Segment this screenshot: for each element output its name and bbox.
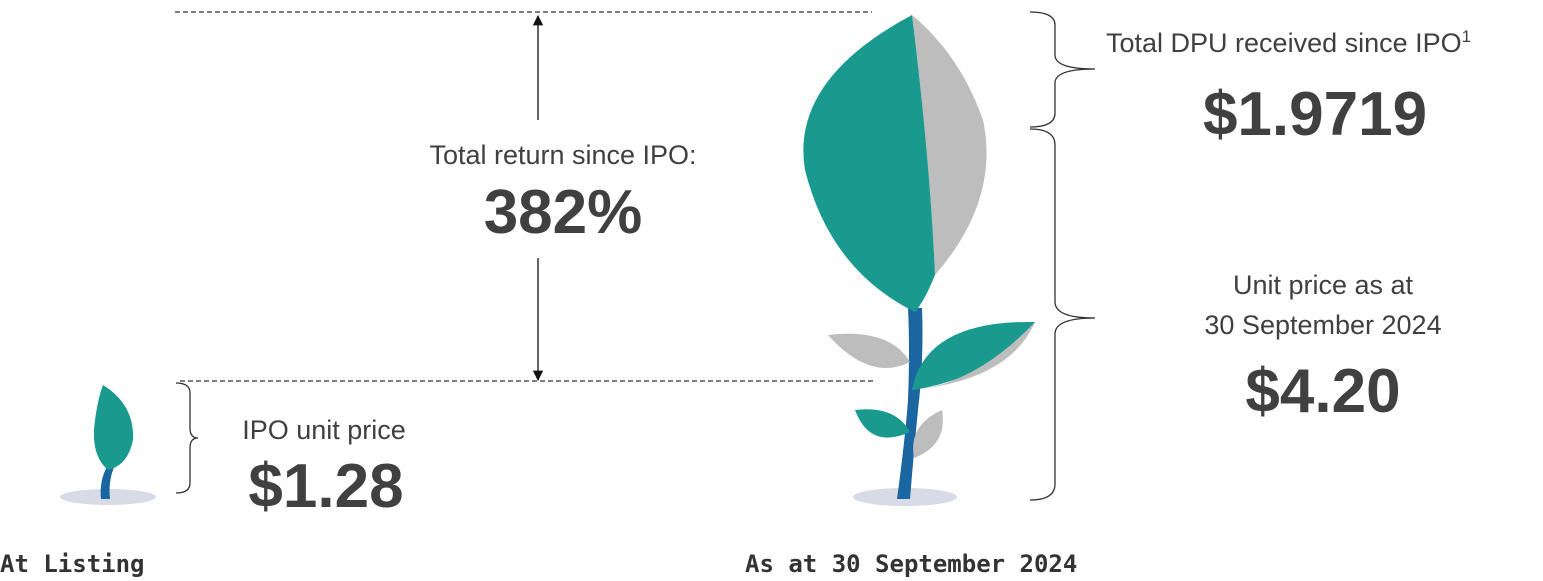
dpu-label: Total DPU received since IPO1 bbox=[1106, 27, 1471, 58]
price-label: 30 September 2024 bbox=[1204, 310, 1441, 340]
brace bbox=[1029, 128, 1096, 501]
leaf bbox=[828, 333, 910, 368]
leaf bbox=[93, 385, 134, 470]
dpu-value: $1.9719 bbox=[1203, 80, 1427, 149]
leaf bbox=[855, 409, 910, 438]
return-value: 382% bbox=[484, 178, 643, 247]
leaf bbox=[912, 322, 1035, 390]
brace bbox=[1029, 11, 1096, 128]
current-price: $4.20 bbox=[1245, 357, 1400, 426]
leaf bbox=[912, 15, 987, 275]
price-label: Unit price as at bbox=[1233, 270, 1414, 300]
ipo-label: IPO unit price bbox=[242, 415, 406, 445]
leaf bbox=[803, 15, 935, 312]
stem bbox=[897, 308, 923, 499]
ipo-price: $1.28 bbox=[248, 452, 403, 521]
leaf bbox=[913, 410, 943, 458]
dpu-label-text: Total DPU received since IPO bbox=[1106, 28, 1462, 58]
return-label: Total return since IPO: bbox=[429, 140, 696, 170]
stem bbox=[100, 465, 115, 499]
brace bbox=[175, 382, 199, 494]
footer-left: At Listing bbox=[0, 550, 145, 578]
footer-right: As at 30 September 2024 bbox=[745, 550, 1077, 578]
leaf bbox=[912, 321, 1035, 390]
footnote: 1 bbox=[1462, 27, 1471, 46]
